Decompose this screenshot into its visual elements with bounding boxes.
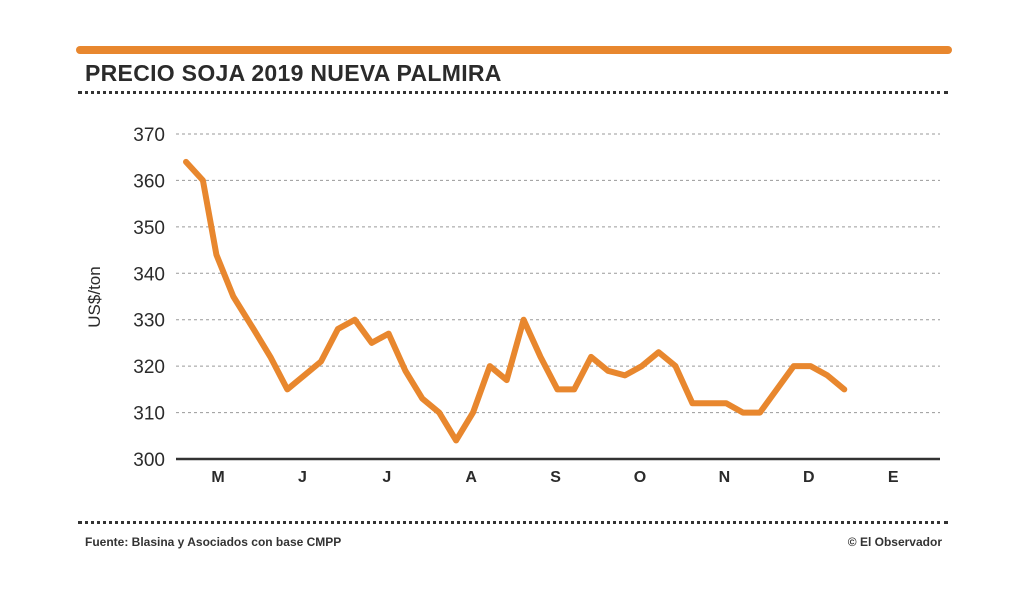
y-axis-label: US$/ton <box>85 266 104 327</box>
x-tick-label: A <box>465 469 477 486</box>
x-tick-label: J <box>298 469 307 486</box>
top-accent-bar <box>76 46 952 54</box>
y-tick-label: 370 <box>133 125 165 146</box>
y-tick-label: 300 <box>133 450 165 471</box>
y-tick-label: 340 <box>133 264 165 285</box>
y-tick-label: 360 <box>133 171 165 192</box>
y-tick-label: 320 <box>133 357 165 378</box>
top-divider <box>78 91 948 94</box>
y-tick-label: 350 <box>133 218 165 239</box>
bottom-divider <box>78 521 948 524</box>
credit-note: © El Observador <box>847 535 942 549</box>
x-tick-label: O <box>634 469 646 486</box>
x-tick-label: J <box>382 469 391 486</box>
source-note: Fuente: Blasina y Asociados con base CMP… <box>85 535 342 549</box>
x-tick-label: D <box>803 469 815 486</box>
x-tick-label: S <box>550 469 561 486</box>
x-tick-label: E <box>888 469 899 486</box>
x-tick-label: N <box>719 469 731 486</box>
price-series-line <box>183 158 848 444</box>
y-tick-label: 310 <box>133 404 165 425</box>
chart-title: PRECIO SOJA 2019 NUEVA PALMIRA <box>85 60 502 86</box>
grid-lines <box>176 133 940 414</box>
x-tick-label: M <box>211 469 224 486</box>
y-tick-labels: 300 310 320 330 340 350 360 370 <box>133 125 165 471</box>
y-tick-label: 330 <box>133 311 165 332</box>
